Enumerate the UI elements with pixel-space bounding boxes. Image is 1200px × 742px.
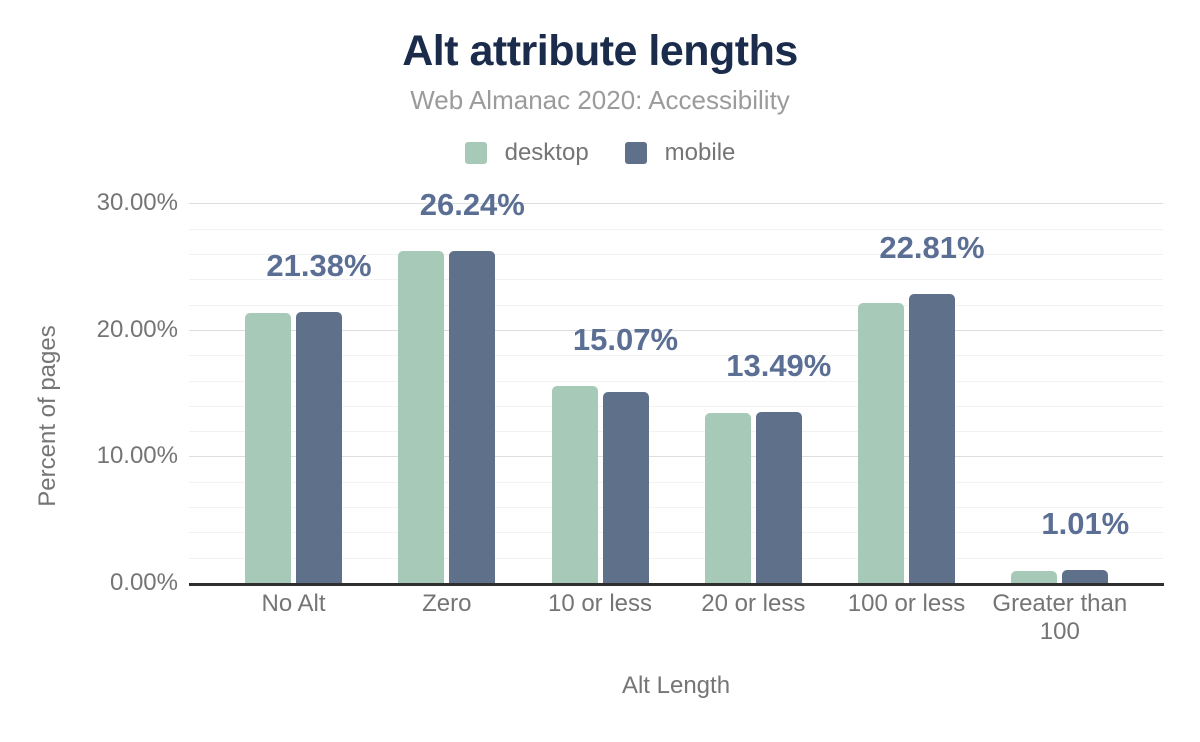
- legend-item-desktop[interactable]: desktop: [464, 139, 589, 166]
- minor-gridline: [189, 355, 1163, 357]
- bar-mobile[interactable]: [755, 412, 802, 583]
- y-axis-title: Percent of pages: [34, 325, 61, 507]
- bar-desktop[interactable]: [858, 303, 904, 583]
- bar-desktop[interactable]: [1011, 571, 1058, 583]
- major-gridline: [189, 456, 1163, 458]
- y-tick-label: 30.00%: [96, 189, 178, 217]
- chart-title: Alt attribute lengths: [402, 27, 798, 75]
- bar-mobile[interactable]: [909, 294, 955, 583]
- data-label: 1.01%: [1041, 506, 1130, 542]
- minor-gridline: [189, 532, 1163, 534]
- bar-desktop[interactable]: [398, 251, 445, 583]
- minor-gridline: [189, 431, 1163, 433]
- data-label: 15.07%: [572, 321, 679, 357]
- data-label: 13.49%: [726, 348, 832, 384]
- minor-gridline: [189, 481, 1163, 483]
- bar-mobile[interactable]: [1062, 570, 1109, 583]
- minor-gridline: [189, 507, 1163, 509]
- category-label: Zero: [422, 590, 472, 617]
- data-label: 21.38%: [266, 248, 372, 284]
- major-gridline: [189, 203, 1163, 205]
- y-tick-label: 10.00%: [96, 442, 178, 470]
- bar-mobile[interactable]: [602, 392, 649, 583]
- minor-gridline: [189, 253, 1163, 255]
- bar-mobile[interactable]: [449, 250, 496, 583]
- legend-item-mobile[interactable]: mobile: [624, 139, 736, 166]
- data-label: 26.24%: [419, 186, 525, 222]
- category-label: No Alt: [261, 590, 326, 617]
- y-tick-label: 0.00%: [109, 569, 178, 596]
- bar-desktop[interactable]: [245, 313, 291, 583]
- legend-label-desktop: desktop: [504, 139, 589, 166]
- y-tick-label: 20.00%: [96, 315, 178, 343]
- legend-swatch-mobile: [624, 142, 647, 164]
- minor-gridline: [189, 557, 1163, 559]
- bar-desktop[interactable]: [704, 413, 751, 583]
- minor-gridline: [189, 279, 1163, 281]
- category-label: 20 or less: [701, 590, 806, 617]
- minor-gridline: [189, 380, 1163, 382]
- legend: desktop mobile: [0, 138, 1200, 168]
- bar-desktop[interactable]: [551, 385, 598, 583]
- category-label: Greater than 100: [992, 590, 1128, 645]
- legend-swatch-desktop: [464, 142, 487, 164]
- bar-mobile[interactable]: [296, 312, 342, 583]
- x-axis-title: Alt Length: [621, 672, 731, 699]
- major-gridline: [189, 329, 1163, 331]
- legend-label-mobile: mobile: [664, 139, 736, 166]
- category-label: 10 or less: [547, 590, 653, 617]
- category-label: 100 or less: [847, 590, 966, 617]
- x-axis-baseline: [189, 583, 1164, 586]
- minor-gridline: [189, 405, 1163, 407]
- minor-gridline: [189, 304, 1163, 306]
- minor-gridline: [189, 228, 1163, 230]
- chart-subtitle: Web Almanac 2020: Accessibility: [410, 85, 790, 115]
- data-label: 22.81%: [879, 230, 985, 266]
